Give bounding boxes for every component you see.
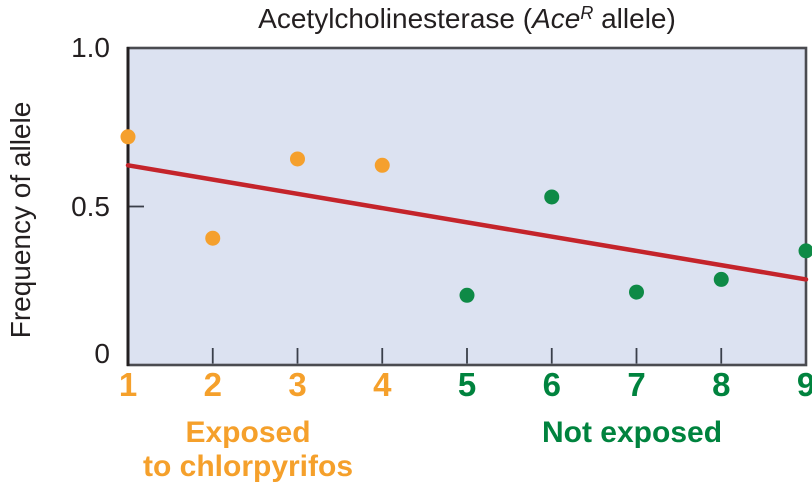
data-point-exposed	[205, 230, 221, 246]
data-point-not_exposed	[544, 189, 560, 205]
chart-title-prefix: Acetylcholinesterase (	[258, 3, 533, 34]
x-tick-label: 9	[796, 366, 812, 403]
data-point-not_exposed	[713, 271, 729, 287]
x-tick-label: 2	[203, 366, 222, 403]
x-group-label-exposed-line1: Exposed	[185, 416, 311, 449]
x-tick-label: 8	[712, 366, 731, 403]
x-tick-label: 5	[457, 366, 477, 403]
x-tick-label: 3	[288, 366, 307, 403]
gene-name-italic: Ace	[532, 3, 581, 34]
data-point-exposed	[290, 151, 305, 167]
chart-title: Acetylcholinesterase (AceR allele)	[128, 1, 806, 39]
x-group-label-exposed-line2: to chlorpyrifos	[142, 450, 354, 483]
data-point-not_exposed	[459, 287, 475, 303]
x-tick-label: 1	[118, 366, 138, 403]
data-point-exposed	[374, 157, 390, 173]
x-tick-label: 7	[627, 366, 646, 403]
y-tick-label: 1.0	[71, 32, 110, 63]
plot-area	[126, 46, 808, 367]
x-tick-label: 6	[542, 366, 561, 403]
trend-line	[125, 163, 809, 282]
x-group-label-exposed: Exposed to chlorpyrifos	[143, 416, 353, 484]
x-tick-label: 4	[373, 366, 392, 403]
y-tick-label: 0.5	[71, 190, 110, 222]
data-point-exposed	[120, 129, 136, 145]
chart-title-suffix: allele)	[593, 3, 676, 34]
x-group-label-not-exposed: Not exposed	[541, 416, 723, 449]
y-tick-label: 0	[94, 338, 110, 369]
gene-superscript: R	[580, 3, 594, 23]
data-point-not_exposed	[798, 243, 812, 259]
data-point-not_exposed	[629, 284, 644, 300]
